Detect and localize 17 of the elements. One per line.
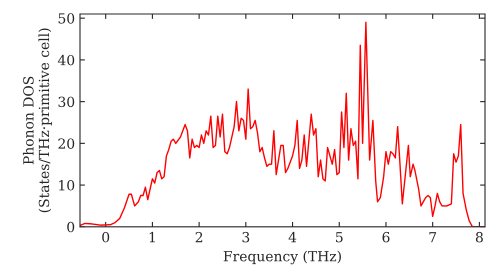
x-tick-label: 1 (150, 232, 155, 242)
x-tick-label: 6 (382, 232, 390, 242)
x-tick-label: 0 (102, 232, 110, 242)
x-tick-label: 7 (429, 232, 436, 242)
y-tick-label: 20 (58, 138, 74, 149)
x-axis-title: Frequency (THz) (224, 250, 341, 264)
x-tick-label: 2 (196, 232, 202, 242)
x-tick-label: 4 (288, 232, 296, 242)
y-tick-label: 30 (58, 96, 74, 108)
y-tick-label: 40 (58, 54, 74, 66)
y-axis-title: Phonon DOS (States/THz·primitive cell) (22, 28, 52, 212)
x-tick-label: 3 (242, 232, 250, 242)
y-tick-label: 10 (59, 180, 74, 191)
y-tick-label: 0 (67, 222, 74, 232)
x-tick-label: 5 (336, 232, 343, 242)
y-tick-label: 50 (58, 13, 74, 24)
x-tick-label: 8 (476, 232, 483, 242)
